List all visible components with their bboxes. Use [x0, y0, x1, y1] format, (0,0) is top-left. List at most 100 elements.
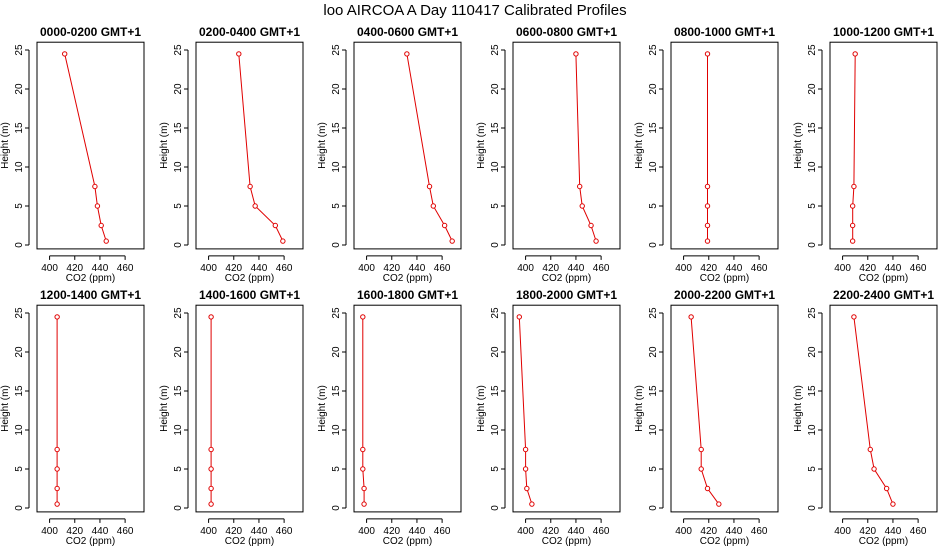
x-tick-label: 460 — [593, 526, 610, 537]
y-tick-label: 5 — [490, 466, 501, 472]
series-line — [362, 316, 365, 505]
data-point — [704, 485, 711, 492]
data-point — [849, 238, 856, 244]
data-point — [208, 466, 214, 472]
y-tick-label: 10 — [331, 424, 342, 436]
y-tick-label: 20 — [14, 346, 25, 358]
y-tick-label: 5 — [648, 466, 659, 472]
x-tick-label: 400 — [41, 526, 58, 537]
x-tick-label: 440 — [726, 263, 743, 274]
data-point — [883, 485, 890, 492]
series-line — [518, 316, 533, 505]
data-point — [92, 183, 98, 190]
plot-frame — [829, 304, 938, 513]
plot-frame — [512, 41, 621, 250]
y-tick-label: 0 — [648, 505, 659, 511]
y-tick-label: 20 — [490, 346, 501, 358]
y-tick-label: 15 — [331, 122, 342, 134]
x-tick-label: 440 — [251, 263, 268, 274]
y-tick-label: 25 — [14, 307, 25, 319]
data-point — [54, 466, 60, 472]
y-tick-label: 20 — [331, 346, 342, 358]
data-point — [716, 501, 722, 507]
plot-frame — [670, 304, 779, 513]
x-axis-label: CO2 (ppm) — [700, 273, 749, 284]
plot-frame — [512, 304, 621, 513]
data-point — [522, 466, 529, 472]
y-axis-label: Height (m) — [0, 122, 11, 169]
data-point — [404, 51, 410, 57]
x-tick-label: 400 — [358, 526, 375, 537]
x-tick-label: 460 — [751, 526, 768, 537]
series-line — [64, 53, 107, 242]
y-tick-label: 5 — [807, 466, 818, 472]
x-tick-label: 400 — [834, 526, 851, 537]
y-tick-label: 0 — [490, 242, 501, 248]
y-tick-label: 10 — [14, 424, 25, 436]
data-point — [272, 222, 279, 229]
y-tick-label: 15 — [648, 385, 659, 397]
data-point — [208, 485, 214, 492]
y-tick-label: 15 — [14, 122, 25, 134]
data-point — [849, 203, 856, 209]
y-tick-label: 0 — [331, 505, 342, 511]
y-axis-label: Height (m) — [793, 122, 804, 169]
data-point — [573, 51, 579, 57]
data-point — [522, 446, 529, 453]
panel-title: 1200-1400 GMT+1 — [40, 288, 141, 302]
y-tick-label: 5 — [331, 203, 342, 209]
data-point — [871, 466, 877, 472]
y-tick-label: 20 — [807, 346, 818, 358]
x-tick-label: 460 — [117, 263, 134, 274]
x-axis-label: CO2 (ppm) — [542, 536, 591, 547]
y-tick-label: 20 — [331, 83, 342, 95]
x-axis-label: CO2 (ppm) — [859, 273, 908, 284]
x-tick-label: 420 — [542, 526, 559, 537]
y-tick-label: 25 — [807, 44, 818, 56]
y-tick-label: 15 — [490, 122, 501, 134]
y-axis-label: Height (m) — [317, 385, 328, 432]
y-tick-label: 15 — [331, 385, 342, 397]
y-axis-label: Height (m) — [793, 385, 804, 432]
data-point — [704, 222, 711, 229]
panel-title: 0400-0600 GMT+1 — [357, 25, 458, 39]
y-tick-label: 0 — [14, 505, 25, 511]
x-axis-label: CO2 (ppm) — [66, 273, 115, 284]
y-tick-label: 20 — [173, 346, 184, 358]
x-tick-label: 420 — [383, 526, 400, 537]
data-point — [54, 314, 60, 320]
data-point — [688, 314, 694, 320]
data-point — [849, 222, 856, 229]
y-tick-label: 10 — [173, 161, 184, 173]
data-point — [236, 51, 242, 57]
y-tick-label: 0 — [14, 242, 25, 248]
data-point — [867, 446, 873, 453]
y-tick-label: 0 — [173, 505, 184, 511]
y-tick-label: 20 — [648, 83, 659, 95]
plot-frame — [36, 41, 145, 250]
data-point — [208, 501, 214, 507]
figure-title: loo AIRCOA A Day 110417 Calibrated Profi… — [323, 2, 627, 19]
y-tick-label: 25 — [648, 44, 659, 56]
y-tick-label: 10 — [173, 424, 184, 436]
x-axis-label: CO2 (ppm) — [383, 536, 432, 547]
data-point — [524, 485, 530, 492]
data-point — [54, 446, 60, 453]
plot-frame — [353, 304, 462, 513]
y-tick-label: 5 — [331, 466, 342, 472]
data-point — [103, 238, 109, 244]
data-point — [516, 314, 522, 320]
x-axis-label: CO2 (ppm) — [66, 536, 115, 547]
data-point — [360, 314, 366, 320]
panel-title: 1000-1200 GMT+1 — [833, 25, 934, 39]
y-tick-label: 10 — [14, 161, 25, 173]
plot-frame — [829, 41, 938, 250]
x-tick-label: 460 — [434, 526, 451, 537]
data-point — [98, 222, 104, 229]
y-tick-label: 10 — [807, 161, 818, 173]
x-tick-label: 440 — [92, 263, 109, 274]
